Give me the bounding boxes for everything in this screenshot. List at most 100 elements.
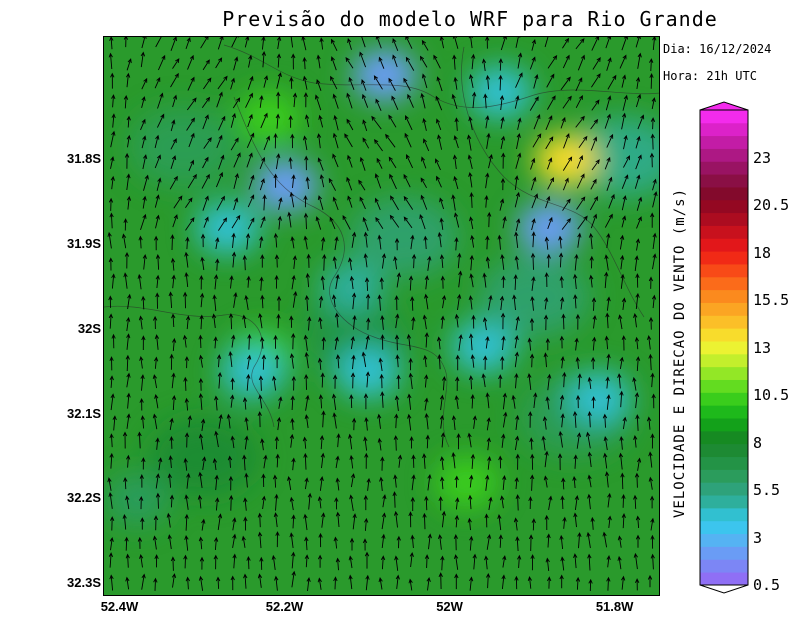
- wind-arrow: [528, 534, 534, 552]
- wind-arrow: [410, 296, 415, 311]
- wind-arrow: [470, 234, 475, 248]
- wind-arrow: [154, 76, 161, 89]
- wind-arrow: [376, 157, 383, 169]
- wind-arrow: [211, 313, 217, 328]
- wind-arrow: [470, 354, 475, 368]
- wind-arrow: [547, 95, 556, 110]
- wind-arrow: [436, 76, 443, 92]
- wind-arrow: [274, 493, 279, 511]
- wind-arrow: [172, 58, 180, 69]
- wind-arrow: [170, 119, 176, 132]
- wind-arrow: [215, 57, 223, 69]
- wind-arrow: [529, 353, 535, 368]
- wind-arrow: [126, 392, 131, 409]
- wind-arrow: [215, 237, 220, 250]
- wind-arrow: [273, 232, 278, 248]
- wind-arrow: [502, 392, 507, 410]
- wind-arrow: [214, 536, 219, 551]
- wind-arrow: [472, 91, 477, 109]
- wind-arrow: [394, 395, 400, 411]
- wind-arrow: [468, 333, 474, 351]
- wind-arrow: [618, 314, 623, 330]
- wind-arrow: [453, 534, 459, 551]
- wind-arrow: [199, 274, 204, 290]
- wind-arrow: [606, 232, 611, 248]
- wind-arrow: [392, 38, 399, 51]
- wind-arrow: [451, 415, 457, 430]
- wind-arrow: [470, 394, 475, 409]
- wind-arrow: [216, 134, 223, 149]
- wind-arrow: [408, 578, 413, 591]
- wind-arrow: [197, 494, 203, 509]
- wind-arrow: [218, 115, 226, 131]
- wind-arrow: [302, 135, 308, 151]
- wind-arrow: [198, 471, 203, 488]
- wind-arrow: [170, 72, 179, 88]
- wind-arrow: [621, 335, 626, 351]
- color-band: [700, 507, 748, 522]
- wind-arrow: [458, 270, 463, 288]
- wind-arrow: [261, 495, 266, 510]
- wind-arrow: [454, 237, 459, 251]
- wind-arrow: [427, 255, 432, 271]
- wind-arrow: [602, 531, 608, 548]
- wind-arrow: [392, 54, 398, 68]
- wind-arrow: [395, 313, 400, 329]
- wind-arrow: [213, 274, 219, 290]
- wind-arrow: [439, 456, 445, 470]
- wind-arrow: [485, 37, 490, 49]
- wind-arrow: [577, 532, 582, 549]
- wind-arrow: [514, 95, 520, 109]
- wind-arrow: [652, 232, 657, 250]
- wind-arrow: [276, 313, 281, 329]
- wind-arrow: [651, 97, 656, 110]
- wind-arrow: [560, 556, 565, 571]
- legend-tick-label: 5.5: [753, 481, 781, 499]
- wind-arrow: [230, 137, 239, 151]
- wind-map: [103, 36, 660, 596]
- wind-arrow: [155, 253, 161, 270]
- wind-arrow: [573, 512, 578, 528]
- wind-arrow: [288, 156, 293, 169]
- wind-arrow: [362, 538, 368, 551]
- wind-arrow: [501, 574, 506, 590]
- wind-arrow: [258, 394, 263, 409]
- wind-arrow: [108, 491, 113, 509]
- wind-arrow: [212, 457, 218, 471]
- wind-arrow: [633, 552, 638, 570]
- color-band: [700, 264, 748, 278]
- wind-arrow: [514, 191, 521, 208]
- wind-arrow: [605, 312, 610, 329]
- wind-arrow: [424, 397, 429, 411]
- color-band: [700, 469, 748, 483]
- wind-arrow: [619, 54, 627, 69]
- wind-arrow: [232, 533, 237, 548]
- wind-arrow: [452, 154, 458, 170]
- wind-arrow: [214, 474, 219, 491]
- wind-arrow: [169, 175, 178, 190]
- wind-arrow: [231, 251, 237, 268]
- wind-arrow: [127, 293, 132, 310]
- wind-arrow: [468, 494, 473, 510]
- wind-arrow: [488, 153, 493, 169]
- wind-arrow: [140, 517, 145, 530]
- wind-arrow: [187, 76, 195, 91]
- wind-arrow: [454, 475, 459, 488]
- wind-arrow: [289, 496, 294, 511]
- wind-arrow: [314, 94, 322, 111]
- wind-arrow: [514, 175, 519, 191]
- wind-arrow: [574, 337, 579, 351]
- wind-arrow: [335, 354, 341, 369]
- wind-arrow: [514, 335, 519, 349]
- wind-arrow: [454, 117, 459, 131]
- wind-arrow: [452, 54, 457, 70]
- wind-arrow: [486, 437, 491, 451]
- wind-arrow: [531, 193, 539, 209]
- wind-arrow: [321, 512, 326, 528]
- wind-arrow: [123, 37, 129, 48]
- wind-arrow: [188, 132, 195, 148]
- wind-arrow: [273, 512, 278, 528]
- wind-arrow: [291, 551, 296, 569]
- wind-arrow: [406, 333, 412, 351]
- wind-arrow: [546, 73, 555, 88]
